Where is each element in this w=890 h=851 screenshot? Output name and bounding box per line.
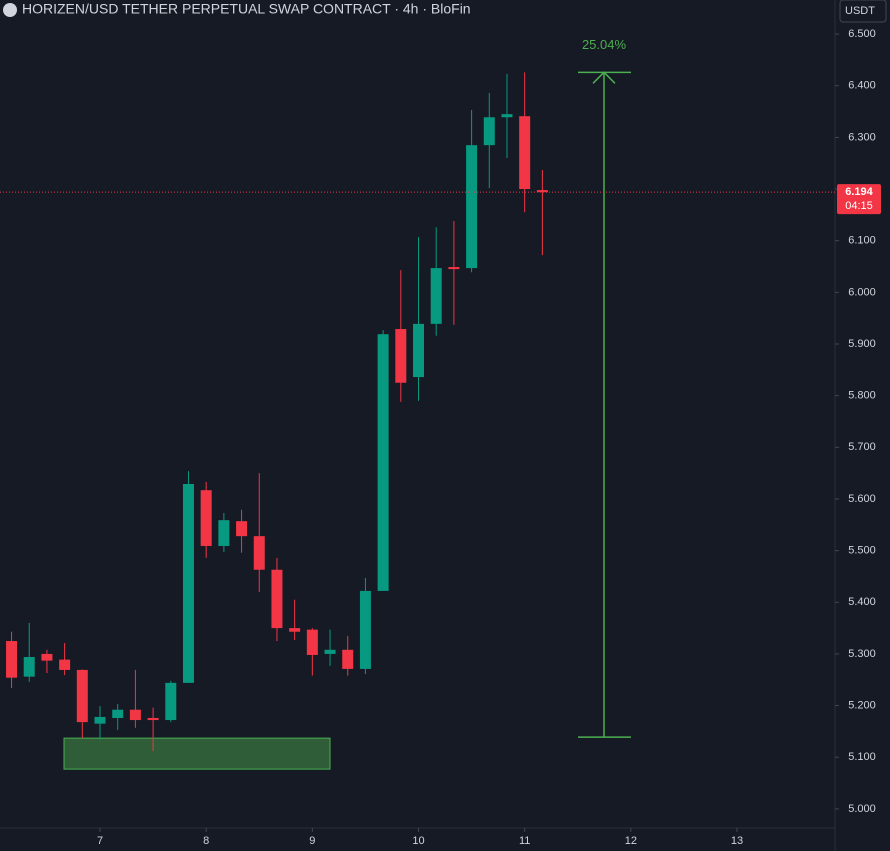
candle-body (324, 649, 336, 654)
candle-body (165, 682, 177, 721)
logo (3, 3, 17, 17)
candle-body (395, 329, 407, 383)
measure-arrow (592, 71, 616, 84)
y-tick-label: 6.100 (848, 235, 876, 247)
y-tick-label: 5.300 (848, 648, 876, 660)
last-price-box (837, 184, 881, 215)
y-tick-label: 5.900 (848, 338, 876, 350)
candle-body (289, 628, 301, 632)
candle-body (76, 669, 88, 723)
y-tick-label: 5.700 (848, 441, 876, 453)
x-tick-label: 9 (309, 835, 315, 847)
candle-body (59, 659, 71, 670)
candle-body (519, 116, 531, 190)
candle-body (448, 267, 460, 270)
candle-body (253, 536, 265, 570)
candle-body (342, 649, 354, 669)
candle-body (94, 716, 106, 724)
x-tick-label: 12 (625, 835, 637, 847)
y-tick-label: 5.100 (848, 751, 876, 763)
y-tick-label: 6.500 (848, 28, 876, 40)
chart-title: HORIZEN/USD TETHER PERPETUAL SWAP CONTRA… (22, 1, 471, 17)
currency-button[interactable] (839, 0, 887, 23)
x-tick-label: 11 (519, 835, 530, 847)
x-tick-label: 10 (412, 835, 424, 847)
zone (63, 737, 331, 770)
candle-body (306, 629, 318, 655)
candle-body (536, 190, 548, 193)
candle-body (501, 114, 513, 118)
measure-label: 25.04% (582, 37, 627, 52)
y-tick-label: 5.200 (848, 699, 876, 711)
candle-body (200, 490, 212, 546)
candle-body (483, 117, 495, 146)
candle-body (23, 657, 35, 677)
candle-body (413, 323, 425, 378)
candle-body (182, 483, 194, 683)
candle-body (466, 145, 478, 269)
y-tick-label: 6.400 (848, 80, 876, 92)
y-tick-label: 6.300 (848, 131, 876, 143)
y-tick-label: 5.000 (848, 803, 876, 815)
x-tick-label: 7 (97, 835, 103, 847)
countdown-label: 04:15 (845, 200, 873, 212)
x-tick-label: 13 (731, 835, 743, 847)
y-tick-label: 5.500 (848, 545, 876, 557)
candle-body (271, 569, 283, 629)
y-tick-label: 5.800 (848, 390, 876, 402)
candle-body (41, 653, 53, 661)
candle-body (236, 521, 248, 537)
candle-body (218, 520, 230, 546)
candle-body (112, 709, 124, 718)
x-tick-label: 8 (203, 835, 209, 847)
y-tick-label: 5.400 (848, 596, 876, 608)
candle-body (129, 709, 141, 721)
y-tick-label: 5.600 (848, 493, 876, 505)
candle-body (359, 590, 371, 669)
last-price-label: 6.194 (845, 186, 873, 198)
candle-body (377, 334, 389, 591)
y-tick-label: 6.000 (848, 286, 876, 298)
candle-body (147, 717, 159, 721)
candle-body (430, 268, 442, 324)
candle-body (6, 641, 18, 678)
currency-label[interactable]: USDT (845, 5, 875, 17)
